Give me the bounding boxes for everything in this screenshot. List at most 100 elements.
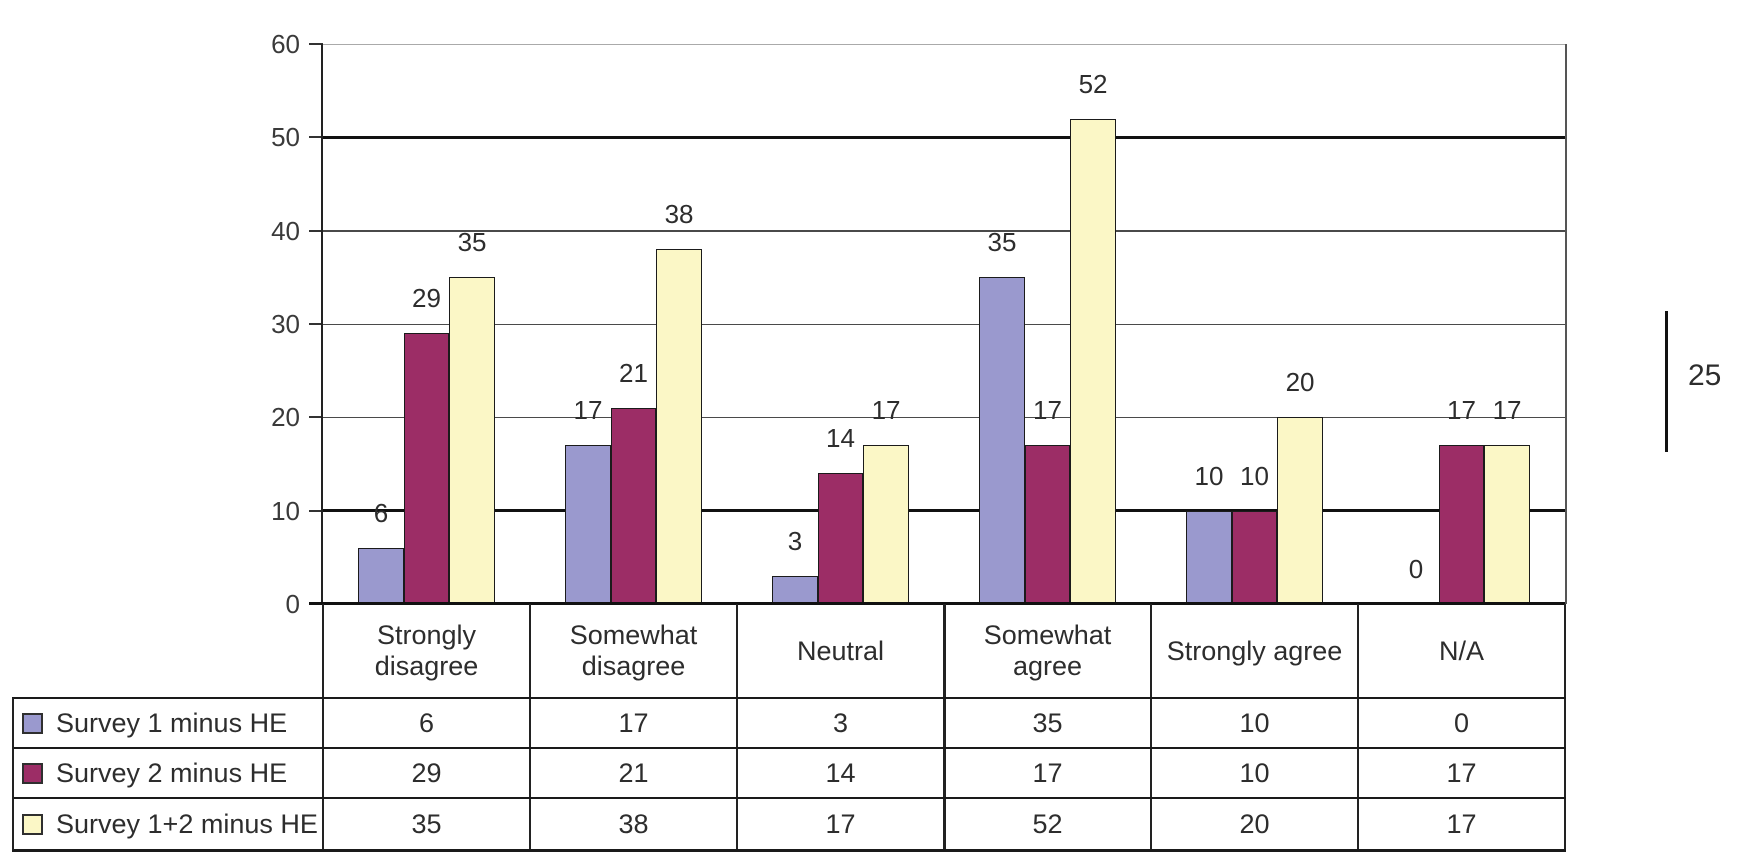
table-cell-value: 10 xyxy=(1239,707,1270,738)
table-cell-value: 0 xyxy=(1453,707,1470,738)
table-cell-value: 17 xyxy=(1446,757,1477,788)
table-cell-value: 38 xyxy=(618,808,649,839)
bar-value-label: 35 xyxy=(987,227,1017,258)
y-axis-tick xyxy=(309,136,323,139)
plot-right-border xyxy=(1565,44,1567,604)
table-left-border xyxy=(12,698,14,850)
y-axis-tick xyxy=(309,229,323,232)
y-axis-label: 20 xyxy=(271,402,300,433)
bar xyxy=(449,277,495,604)
table-cell-value: 21 xyxy=(618,757,649,788)
y-axis-label: 40 xyxy=(271,215,300,246)
category-label: Somewhat disagree xyxy=(569,620,698,681)
table-column-border xyxy=(322,604,324,850)
gridline xyxy=(323,509,1565,513)
bar-value-label: 21 xyxy=(619,358,648,388)
scale-annotation-label: 25 xyxy=(1688,359,1722,392)
table-cell-value: 52 xyxy=(1032,808,1063,839)
y-axis-label: 0 xyxy=(285,589,300,619)
table-row-border xyxy=(12,797,1566,799)
series-name-label: Survey 1 minus HE xyxy=(56,707,288,738)
bar xyxy=(1070,118,1116,604)
table-cell-value: 10 xyxy=(1239,757,1270,788)
table-cell-value: 35 xyxy=(1032,707,1063,738)
bar xyxy=(817,473,864,604)
gridline xyxy=(323,230,1565,232)
table-row-border xyxy=(12,848,1566,852)
bar xyxy=(403,333,450,604)
bar-value-label: 17 xyxy=(1492,395,1522,426)
bar xyxy=(1484,445,1530,604)
bar xyxy=(656,249,702,604)
gridline xyxy=(323,323,1565,325)
legend-swatch xyxy=(22,762,43,784)
bar xyxy=(1231,510,1278,604)
bar-value-label: 10 xyxy=(1240,460,1269,491)
table-cell-value: 3 xyxy=(832,707,849,738)
table-cell-value: 35 xyxy=(411,808,442,839)
table-cell-value: 17 xyxy=(1446,808,1477,839)
y-axis-label: 10 xyxy=(271,495,300,526)
y-axis-tick xyxy=(309,509,323,512)
table-cell-value: 6 xyxy=(418,707,435,738)
category-label: Neutral xyxy=(796,635,885,666)
table-column-border xyxy=(1150,604,1152,850)
series-name-label: Survey 2 minus HE xyxy=(56,757,288,788)
y-axis-label: 30 xyxy=(271,309,300,339)
bar-value-label: 14 xyxy=(826,423,855,454)
bar-value-label: 3 xyxy=(787,526,803,556)
legend-swatch xyxy=(22,712,43,734)
table-column-border xyxy=(1564,604,1566,850)
bar xyxy=(863,445,909,604)
category-label: N/A xyxy=(1438,635,1484,666)
table-column-border xyxy=(736,604,738,850)
y-axis-line xyxy=(321,44,323,605)
bar xyxy=(1024,445,1071,604)
bar-value-label: 17 xyxy=(871,395,901,426)
bar-value-label: 17 xyxy=(573,395,603,426)
bar-value-label: 10 xyxy=(1194,460,1224,491)
table-cell-value: 17 xyxy=(618,707,649,738)
table-cell-value: 17 xyxy=(1032,757,1063,788)
bar-value-label: 38 xyxy=(664,199,694,230)
category-label: Strongly disagree xyxy=(374,620,479,681)
bar xyxy=(1277,417,1323,604)
scale-annotation-line xyxy=(1665,311,1668,452)
table-row-border xyxy=(12,697,1566,699)
category-label: Strongly agree xyxy=(1166,635,1343,666)
bar xyxy=(979,277,1025,604)
y-axis-tick xyxy=(309,43,323,45)
bar-value-label: 20 xyxy=(1285,367,1315,398)
bar xyxy=(1438,445,1485,604)
bar-value-label: 35 xyxy=(457,227,487,258)
bar-value-label: 0 xyxy=(1408,554,1424,584)
bar-value-label: 29 xyxy=(412,283,441,314)
legend-swatch xyxy=(22,813,43,835)
y-axis-tick xyxy=(309,416,323,419)
x-axis-line xyxy=(309,602,1565,605)
bar xyxy=(1186,510,1232,604)
table-cell-value: 29 xyxy=(411,757,442,788)
bar-value-label: 6 xyxy=(373,498,389,528)
bar-value-label: 52 xyxy=(1078,68,1108,99)
table-cell-value: 17 xyxy=(825,808,856,839)
table-cell-value: 20 xyxy=(1239,808,1270,839)
bar xyxy=(358,548,404,604)
gridline xyxy=(323,416,1565,419)
y-axis-tick xyxy=(309,323,323,325)
gridline xyxy=(323,135,1565,139)
table-row-border xyxy=(12,746,1566,750)
series-name-label: Survey 1+2 minus HE xyxy=(56,808,318,839)
table-cell-value: 14 xyxy=(825,757,856,788)
y-axis-label: 60 xyxy=(271,29,300,59)
table-column-border xyxy=(942,604,946,850)
table-column-border xyxy=(1357,604,1359,850)
bar-value-label: 17 xyxy=(1033,395,1062,426)
gridline xyxy=(323,43,1565,45)
bar xyxy=(772,576,818,604)
table-column-border xyxy=(529,604,531,850)
y-axis-label: 50 xyxy=(271,122,300,153)
bar xyxy=(610,408,657,604)
bar-value-label: 17 xyxy=(1447,395,1476,426)
